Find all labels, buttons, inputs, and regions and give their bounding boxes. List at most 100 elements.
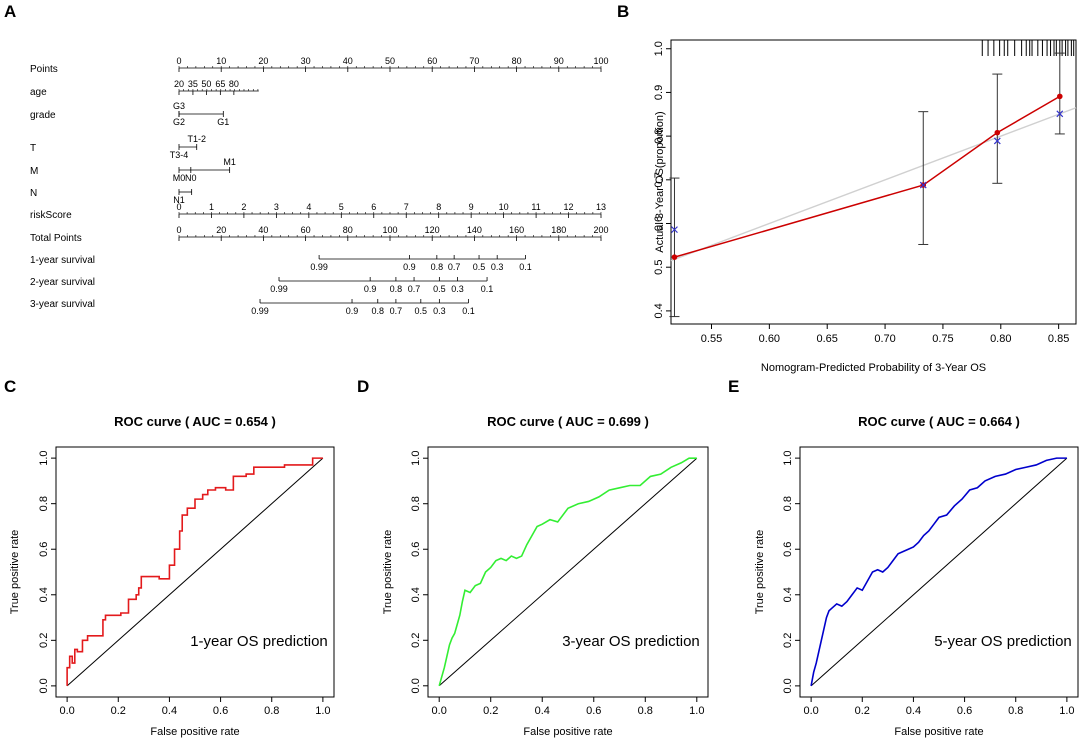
roc-plot-3-year: ROC curve ( AUC = 0.699 ) 0.0 0.0 0.2 0.2 0.4…: [382, 414, 709, 738]
nomogram-tick-label: 1: [209, 202, 214, 212]
calibration-corrected-point: [919, 181, 927, 189]
nomogram-tick-label: 10: [499, 202, 509, 212]
calibration-y-tick-label: 0.7: [653, 172, 665, 187]
nomogram-tick-label: 0.99: [310, 262, 328, 272]
nomogram-row-label-grade: grade: [30, 110, 56, 121]
nomogram-row-label-1-year-survival: 1-year survival: [30, 255, 95, 266]
panel-letter-c: C: [4, 377, 16, 396]
roc-title-5-year: ROC curve ( AUC = 0.664 ): [858, 414, 1020, 429]
nomogram-tick-label: 40: [343, 56, 353, 66]
calibration-observed-point: [671, 254, 678, 260]
roc-x-tick-label: 0.2: [111, 705, 126, 717]
nomogram-tick-label: 30: [301, 56, 311, 66]
nomogram-category-label: G2: [173, 117, 185, 127]
nomogram-tick-label: 0.1: [519, 262, 532, 272]
nomogram-tick-label: 120: [425, 225, 440, 235]
calibration-x-tick-label: 0.60: [759, 333, 780, 345]
nomogram-tick-label: 0.9: [364, 284, 377, 294]
calibration-x-tick-label: 0.75: [932, 333, 953, 345]
nomogram-tick-label: 0.9: [403, 262, 416, 272]
calibration-x-axis-label: Nomogram-Predicted Probability of 3-Year…: [761, 362, 986, 374]
roc-x-tick-label: 0.4: [906, 705, 921, 717]
nomogram-tick-label: 80: [512, 56, 522, 66]
nomogram-tick-label: 70: [469, 56, 479, 66]
calibration-ideal-line: [670, 107, 1077, 262]
nomogram-tick-label: 0: [176, 56, 181, 66]
nomogram-category-label: M0: [173, 173, 186, 183]
roc-x-tick-label: 0.2: [855, 705, 870, 717]
roc-y-tick-label: 0.2: [410, 633, 422, 648]
nomogram-tick-label: 0.7: [390, 306, 403, 316]
nomogram-tick-label: 4: [306, 202, 311, 212]
roc-y-tick-label: 0.0: [410, 678, 422, 693]
roc-x-tick-label: 0.6: [957, 705, 972, 717]
nomogram-tick-label: 9: [469, 202, 474, 212]
nomogram-row-label-t: T: [30, 143, 36, 154]
nomogram-tick-label: 140: [467, 225, 482, 235]
roc-x-tick-label: 1.0: [315, 705, 330, 717]
roc-x-tick-label: 0.6: [586, 705, 601, 717]
nomogram-tick-label: 0.1: [481, 284, 494, 294]
roc-y-tick-label: 0.8: [410, 496, 422, 511]
roc-x-tick-label: 0.8: [264, 705, 279, 717]
nomogram-tick-label: 0.3: [491, 262, 504, 272]
roc-diagonal-3-year: [438, 457, 698, 687]
nomogram-category-label: T3-4: [170, 150, 189, 160]
calibration-y-tick-label: 0.4: [653, 303, 665, 318]
nomogram-category-label: N1: [173, 195, 185, 205]
nomogram-tick-label: 20: [216, 225, 226, 235]
roc-y-axis-label-1-year: True positive rate: [9, 530, 21, 615]
nomogram-tick-label: 0.99: [251, 306, 269, 316]
nomogram-tick-label: 0.5: [415, 306, 428, 316]
nomogram-category-label: N0: [185, 173, 197, 183]
calibration-x-tick-label: 0.70: [874, 333, 895, 345]
nomogram-row-label-n: N: [30, 188, 37, 199]
nomogram-tick-label: 0.7: [448, 262, 461, 272]
roc-y-tick-label: 0.4: [782, 587, 794, 602]
roc-y-tick-label: 0.2: [782, 633, 794, 648]
nomogram-tick-label: 80: [343, 225, 353, 235]
roc-annotation-3-year: 3-year OS prediction: [562, 633, 700, 650]
nomogram-tick-label: 60: [427, 56, 437, 66]
roc-x-axis-label-3-year: False positive rate: [523, 726, 612, 738]
calibration-y-tick-label: 1.0: [653, 41, 665, 56]
nomogram-category-label: M1: [223, 157, 236, 167]
roc-frame-5-year: [799, 446, 1079, 698]
calibration-corrected-point: [1056, 110, 1064, 118]
nomogram-tick-label: 11: [531, 202, 540, 212]
nomogram-tick-label: 0.5: [473, 262, 486, 272]
calibration-observed-point: [1057, 93, 1063, 100]
roc-annotation-1-year: 1-year OS prediction: [190, 633, 328, 650]
roc-x-tick-label: 0.6: [213, 705, 228, 717]
calibration-x-tick-label: 0.65: [817, 333, 838, 345]
roc-x-tick-label: 0.8: [638, 705, 653, 717]
nomogram-tick-label: 12: [564, 202, 574, 212]
calibration-x-tick-label: 0.85: [1048, 333, 1069, 345]
calibration-y-tick-label: 0.9: [653, 85, 665, 100]
nomogram-row-label-2-year-survival: 2-year survival: [30, 277, 95, 288]
nomogram-tick-label: 0.3: [433, 306, 446, 316]
roc-x-tick-label: 1.0: [689, 705, 704, 717]
calibration-plot: 0.55 0.60 0.65 0.70 0.75 0.80 0.85 0.4 0.5 0.6 0.7…: [653, 39, 1077, 374]
nomogram-tick-label: 80: [229, 79, 239, 89]
nomogram-row-label-riskscore: riskScore: [30, 210, 72, 221]
nomogram-row-label-points: Points: [30, 64, 58, 75]
calibration-x-tick-label: 0.55: [701, 333, 722, 345]
panel-letter-b: B: [617, 2, 629, 21]
roc-annotation-5-year: 5-year OS prediction: [934, 633, 1072, 650]
nomogram-tick-label: 50: [385, 56, 395, 66]
nomogram-tick-label: 50: [201, 79, 211, 89]
roc-frame-1-year: [55, 446, 335, 698]
roc-diagonal-1-year: [66, 457, 324, 687]
nomogram-tick-label: 0.7: [408, 284, 421, 294]
nomogram-tick-label: 20: [174, 79, 184, 89]
nomogram-tick-label: 10: [216, 56, 226, 66]
nomogram-tick-label: 0.1: [462, 306, 475, 316]
roc-title-1-year: ROC curve ( AUC = 0.654 ): [114, 414, 276, 429]
roc-y-tick-label: 0.8: [38, 496, 50, 511]
nomogram-tick-label: 0.99: [270, 284, 288, 294]
roc-y-tick-label: 0.4: [410, 587, 422, 602]
nomogram-tick-label: 160: [509, 225, 524, 235]
nomogram-row-label-age: age: [30, 87, 47, 98]
